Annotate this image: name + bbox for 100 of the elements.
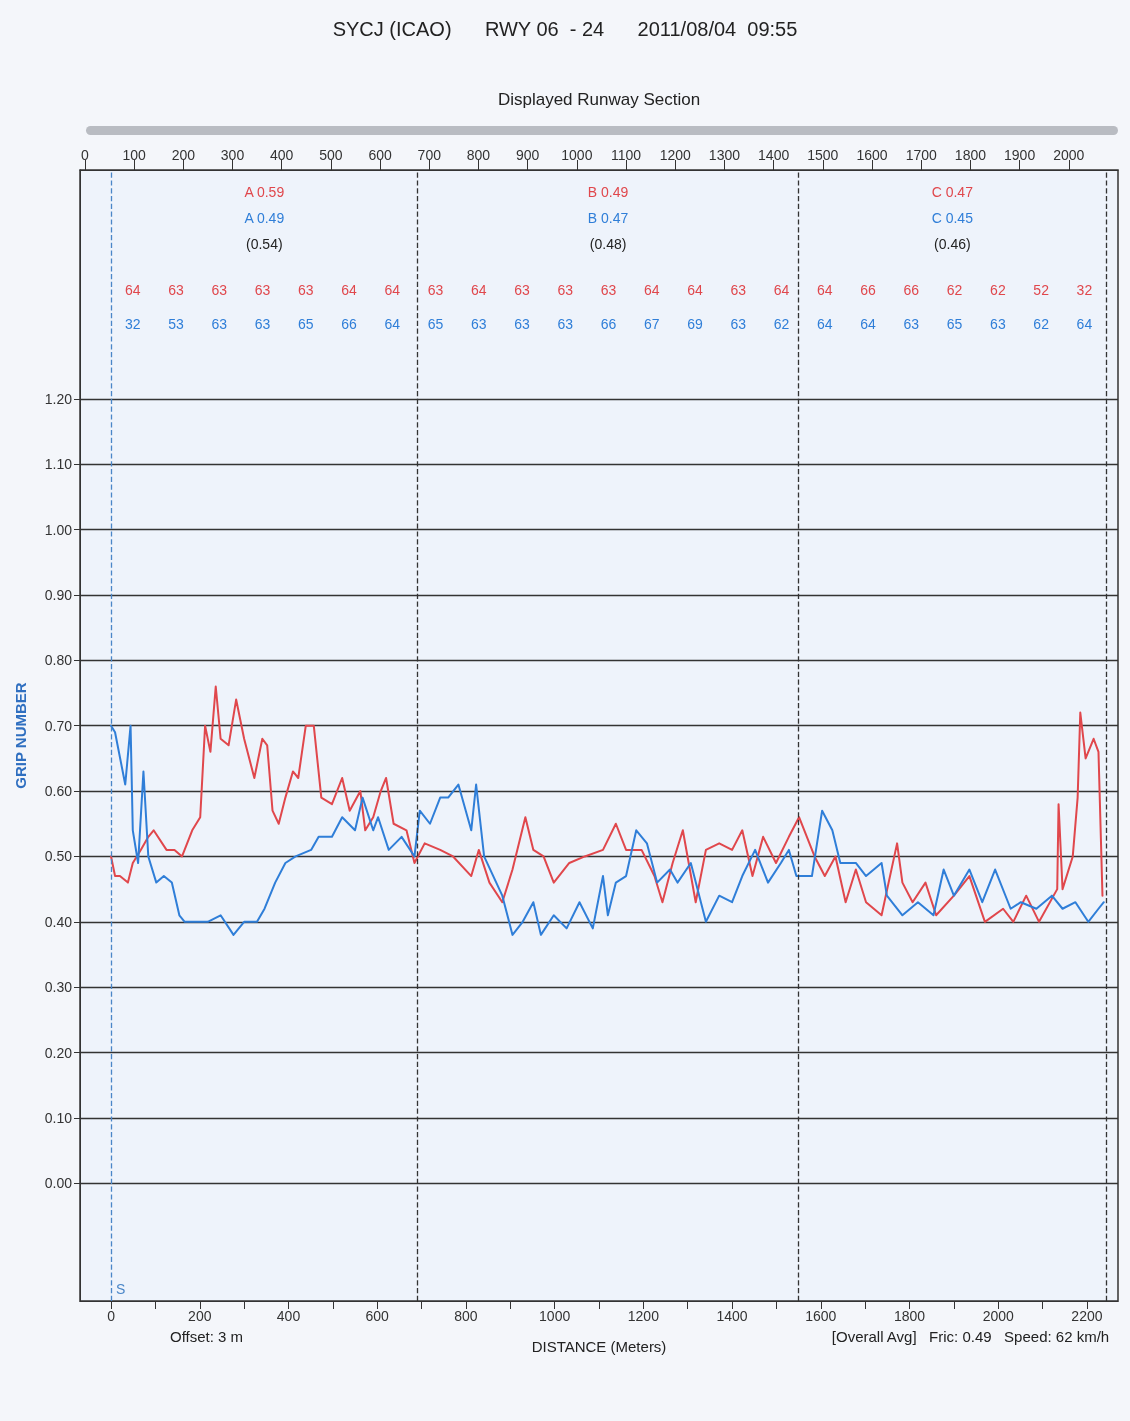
y-tick-label: 0.50 <box>44 848 73 865</box>
annotation: 63 <box>730 316 747 332</box>
y-axis-title: GRIP NUMBER <box>12 682 29 789</box>
y-tick-label: 1.00 <box>44 521 73 538</box>
y-tick-label: 0.10 <box>44 1109 73 1126</box>
annotation: 63 <box>514 282 531 298</box>
annotation: 64 <box>773 282 790 298</box>
annotation: 62 <box>773 316 790 332</box>
x2-tick-label: 1200 <box>659 147 692 163</box>
x2-tick-label: 1600 <box>856 147 888 163</box>
y-tick-label: 0.60 <box>44 783 73 800</box>
ref-line-label: S <box>116 1281 126 1297</box>
annotation: 64 <box>124 282 141 298</box>
x2-tick-label: 1500 <box>807 147 839 163</box>
annotation: 63 <box>211 282 228 298</box>
x2-tick-label: 300 <box>220 147 245 163</box>
annotation: 62 <box>990 282 1006 298</box>
x2-tick-label: 600 <box>368 147 392 163</box>
x-tick-label: 2200 <box>1071 1308 1103 1324</box>
annotation: 64 <box>341 282 357 298</box>
x2-tick-label: 900 <box>515 147 540 163</box>
y-tick-label: 0.90 <box>44 586 73 603</box>
line-series <box>110 685 1104 923</box>
annotation: 63 <box>903 316 920 332</box>
x2-tick-label: 1900 <box>1004 147 1036 163</box>
x2-tick-label: 100 <box>122 147 147 163</box>
text: [Overall Avg] Fric: 0.49 Speed: 62 km/h <box>831 1328 1110 1345</box>
annotation: 66 <box>341 316 357 332</box>
x2-tick-label: 700 <box>417 147 442 163</box>
x-tick-label: 1400 <box>716 1308 748 1324</box>
annotation: 69 <box>687 316 704 332</box>
line-series <box>110 724 1105 936</box>
annotation: 63 <box>211 316 228 332</box>
y-tick-label: 1.20 <box>44 390 73 407</box>
y-tick-label: 0.20 <box>44 1044 73 1061</box>
x2-tick-label: 1800 <box>954 147 987 163</box>
annotation: 52 <box>1033 282 1050 298</box>
x2-tick-label: 800 <box>466 147 491 163</box>
x2-tick-label: 500 <box>319 147 343 163</box>
annotation: 32 <box>124 316 141 332</box>
annotation: 62 <box>946 282 963 298</box>
x-tick-label: 2000 <box>982 1308 1015 1324</box>
text: Offset: 3 m <box>170 1328 244 1345</box>
annotation: 63 <box>557 282 574 298</box>
y-tick-label: 0.30 <box>44 979 73 996</box>
annotation: 63 <box>254 316 271 332</box>
annotation: B 0.47 <box>587 210 629 226</box>
annotation: (0.46) <box>934 236 971 252</box>
annotation: 63 <box>254 282 271 298</box>
annotation: 63 <box>470 316 487 332</box>
annotation: 63 <box>990 316 1006 332</box>
x-axis-title: DISTANCE (Meters) <box>531 1338 667 1355</box>
annotation: 64 <box>860 316 877 332</box>
x-tick-label: 1600 <box>805 1308 837 1324</box>
y-tick-label: 1.10 <box>44 456 73 473</box>
x2-tick-label: 2000 <box>1053 147 1085 163</box>
annotation: C 0.47 <box>931 184 974 200</box>
chart-title: SYCJ (ICAO) RWY 06 - 24 2011/08/04 09:55 <box>332 18 798 40</box>
annotation: 63 <box>427 282 444 298</box>
y-tick-label: 0.40 <box>44 913 73 930</box>
annotation: 64 <box>470 282 487 298</box>
x2-tick-label: 1400 <box>758 147 790 163</box>
x2-tick-label: 1700 <box>905 147 937 163</box>
annotation: 64 <box>687 282 704 298</box>
annotation: B 0.49 <box>587 184 629 200</box>
x2-axis-title: Displayed Runway Section <box>497 90 701 109</box>
annotation: 63 <box>514 316 531 332</box>
annotation: 64 <box>817 282 833 298</box>
annotation: 64 <box>1076 316 1093 332</box>
x2-tick-label: 1100 <box>611 147 642 163</box>
x2-tick-label: 400 <box>270 147 294 163</box>
annotation: (0.54) <box>246 236 283 252</box>
annotation: 32 <box>1076 282 1093 298</box>
annotation: 64 <box>384 282 401 298</box>
x-tick-label: 1200 <box>627 1308 660 1324</box>
x2-tick-label: 1300 <box>708 147 741 163</box>
x-tick-label: 0 <box>107 1308 116 1324</box>
annotation: 65 <box>427 316 444 332</box>
x-tick-label: 400 <box>276 1308 301 1324</box>
annotation: 62 <box>1033 316 1050 332</box>
annotation: 63 <box>297 282 314 298</box>
y-tick-label: 0.00 <box>44 1175 73 1192</box>
x-tick-label: 800 <box>454 1308 478 1324</box>
y-tick-label: 0.80 <box>44 652 73 669</box>
annotation: 67 <box>644 316 660 332</box>
x2-tick-label: 1000 <box>561 147 593 163</box>
x-tick-label: 1800 <box>893 1308 926 1324</box>
annotation: 63 <box>730 282 747 298</box>
x-tick-label: 600 <box>365 1308 390 1324</box>
annotation: C 0.45 <box>931 210 974 226</box>
x2-tick-label: 200 <box>171 147 196 163</box>
annotation: 66 <box>600 316 617 332</box>
y-tick-label: 0.70 <box>44 717 73 734</box>
annotation: 64 <box>644 282 660 298</box>
annotation: 64 <box>817 316 833 332</box>
annotation: 63 <box>600 282 617 298</box>
annotation: 53 <box>168 316 184 332</box>
x-tick-label: 1000 <box>539 1308 571 1324</box>
annotation: A 0.59 <box>244 184 285 200</box>
annotation: 63 <box>168 282 184 298</box>
